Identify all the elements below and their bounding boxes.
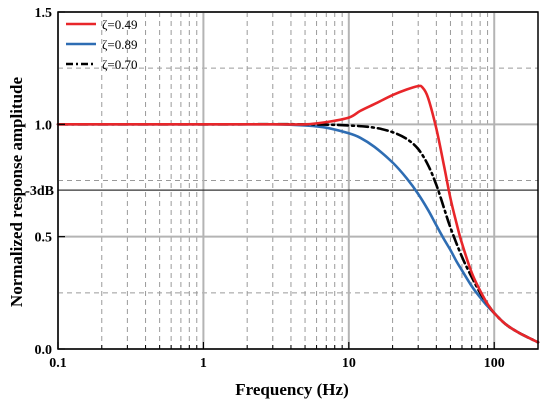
x-tick-label: 10 xyxy=(342,356,356,371)
series-line-1 xyxy=(56,122,540,344)
y-tick-label: 0.5 xyxy=(35,231,53,246)
y-tick-label: 1.5 xyxy=(35,6,53,21)
axis-labels: Frequency (Hz) Normalized response ampli… xyxy=(7,76,349,399)
series-line-2 xyxy=(56,122,540,344)
y-tick-label: 0.0 xyxy=(35,343,53,358)
y-axis-title: Normalized response amplitude xyxy=(7,76,26,307)
series-lines xyxy=(56,84,540,344)
legend: ζ=0.49 ζ=0.89 ζ=0.70 xyxy=(66,17,137,72)
x-axis-title: Frequency (Hz) xyxy=(235,380,348,399)
x-tick-label: 1 xyxy=(200,356,207,371)
annotation-label-minus-3db: -3dB xyxy=(25,184,54,199)
legend-label-1: ζ=0.89 xyxy=(102,37,137,52)
series-line-0 xyxy=(56,84,540,344)
axes: -3dB 0.1 1 10 100 0.0 0.5 1.0 1.5 xyxy=(25,6,539,371)
legend-label-0: ζ=0.49 xyxy=(102,17,137,32)
x-tick-label: 100 xyxy=(484,356,505,371)
y-tick-label: 1.0 xyxy=(35,118,53,133)
plot-frame xyxy=(57,11,539,350)
x-tick-label: 0.1 xyxy=(49,356,67,371)
legend-label-2: ζ=0.70 xyxy=(102,57,137,72)
